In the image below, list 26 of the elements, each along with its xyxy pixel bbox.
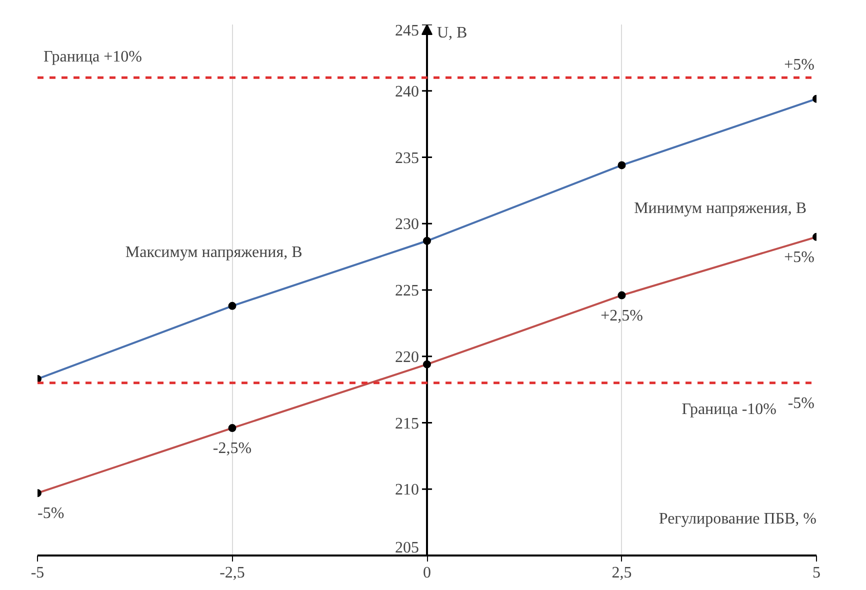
y-tick-label: 235 (395, 150, 419, 167)
y-tick-label: 230 (395, 216, 419, 234)
annotation: +5% (784, 56, 815, 74)
ref-line-label: Граница -10% (682, 400, 777, 418)
annotation: +5% (784, 248, 815, 266)
annotation: -2,5% (212, 440, 252, 458)
annotation: -5% (38, 505, 64, 522)
x-tick-label: -2,5 (220, 564, 245, 582)
annotation: +2,5% (600, 307, 643, 324)
y-tick-label: 240 (395, 83, 419, 100)
y-tick-label: 215 (395, 415, 419, 432)
y-tick-label: 220 (395, 348, 419, 366)
x-tick-label: 0 (423, 564, 431, 582)
ref-line-label: Граница +10% (44, 48, 142, 66)
annotation: -5% (788, 394, 814, 412)
series-label: Минимум напряжения, В (634, 200, 807, 217)
series-label: Максимум напряжения, В (125, 244, 302, 261)
x-axis-title: Регулирование ПБВ, % (658, 510, 816, 528)
y-tick-label: 210 (395, 482, 419, 499)
y-tick-label: 205 (395, 540, 419, 556)
x-tick-label: 5 (812, 564, 820, 582)
x-tick-label: -5 (30, 564, 44, 582)
x-tick-label: 2,5 (612, 564, 632, 582)
y-tick-label: 225 (395, 282, 419, 300)
y-tick-label: 245 (395, 22, 419, 40)
y-axis-title: U, В (437, 24, 468, 42)
